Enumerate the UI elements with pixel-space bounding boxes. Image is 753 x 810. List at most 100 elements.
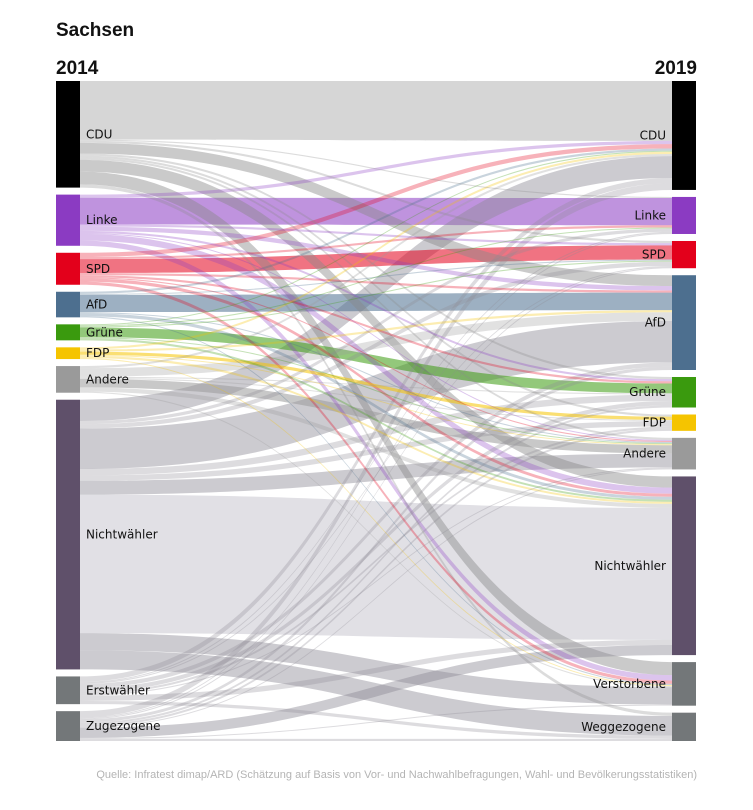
node-label-right-fdp: FDP <box>643 416 666 430</box>
node-right-linke <box>672 196 696 234</box>
flow-linke-to-nichtwaehler <box>80 234 672 494</box>
flow-nichtwaehler-to-nichtwaehler <box>80 494 672 640</box>
node-left-nichtwaehler <box>56 399 80 670</box>
flow-andere-to-verstorbene <box>80 391 672 688</box>
node-right-andere <box>672 437 696 470</box>
flow-spd-to-linke <box>80 225 672 260</box>
flow-zugezogene-to-spd <box>80 267 672 720</box>
flow-afd-to-nichtwaehler <box>80 313 672 500</box>
nodes-layer <box>56 81 696 741</box>
node-left-cdu <box>56 81 80 188</box>
node-label-right-cdu: CDU <box>640 128 666 142</box>
node-left-afd <box>56 291 80 318</box>
node-left-andere <box>56 366 80 393</box>
year-label-right: 2019 <box>654 58 697 79</box>
node-label-left-linke: Linke <box>86 213 118 227</box>
flow-cdu-to-linke <box>80 139 672 199</box>
flow-erstwaehler-to-cdu <box>80 177 672 682</box>
node-left-fdp <box>56 347 80 360</box>
flow-cdu-to-afd <box>80 142 672 287</box>
flow-cdu-to-gruene <box>80 153 672 380</box>
flow-erstwaehler-to-gruene <box>80 400 672 693</box>
flow-cdu-to-nichtwaehler <box>80 159 672 488</box>
flow-afd-to-spd <box>80 259 672 295</box>
flow-nichtwaehler-to-fdp <box>80 421 672 481</box>
node-right-fdp <box>672 414 696 431</box>
flow-linke-to-linke <box>80 197 672 226</box>
flows-layer <box>80 81 672 741</box>
flow-zugezogene-to-afd <box>80 366 672 723</box>
node-right-nichtwaehler <box>672 476 696 656</box>
node-label-left-fdp: FDP <box>86 346 109 360</box>
flow-gruene-to-spd <box>80 260 672 328</box>
flow-gruene-to-cdu <box>80 150 672 326</box>
flow-spd-to-spd <box>80 245 672 274</box>
node-label-left-nichtwaehler: Nichtwähler <box>86 528 158 542</box>
flow-nichtwaehler-to-afd <box>80 320 672 470</box>
source-note: Quelle: Infratest dimap/ARD (Schätzung a… <box>96 769 697 781</box>
flow-afd-to-afd <box>80 292 672 313</box>
node-left-linke <box>56 194 80 246</box>
node-label-right-spd: SPD <box>642 248 666 262</box>
flow-afd-to-andere <box>80 312 672 444</box>
flow-nichtwaehler-to-andere <box>80 453 672 495</box>
node-label-right-nichtwaehler: Nichtwähler <box>594 559 666 573</box>
node-label-right-afd: AfD <box>645 316 666 330</box>
flow-gruene-to-linke <box>80 227 672 327</box>
flow-linke-to-gruene <box>80 230 672 382</box>
flow-spd-to-gruene <box>80 275 672 384</box>
flow-nichtwaehler-to-gruene <box>80 394 672 476</box>
node-left-spd <box>56 252 80 285</box>
flow-erstwaehler-to-spd <box>80 266 672 684</box>
flow-andere-to-fdp <box>80 377 672 422</box>
flow-andere-to-andere <box>80 378 672 454</box>
flow-zugezogene-to-linke <box>80 232 672 719</box>
flow-zugezogene-to-andere <box>80 468 672 728</box>
flow-nichtwaehler-to-cdu <box>80 156 672 422</box>
flow-fdp-to-fdp <box>80 351 672 420</box>
node-label-right-gruene: Grüne <box>629 385 666 399</box>
node-left-gruene <box>56 324 80 341</box>
node-right-afd <box>672 275 696 370</box>
flow-andere-to-afd <box>80 312 672 377</box>
node-label-left-spd: SPD <box>86 262 110 276</box>
flow-linke-to-afd <box>80 226 672 291</box>
chart-title: Sachsen <box>56 20 135 41</box>
flow-zugezogene-to-verstorbene <box>80 704 672 739</box>
node-right-weggezogene <box>672 712 696 741</box>
flow-spd-to-afd <box>80 273 672 293</box>
node-right-cdu <box>672 81 696 190</box>
flow-cdu-to-andere <box>80 157 672 440</box>
flow-andere-to-cdu <box>80 153 672 369</box>
flow-cdu-to-fdp <box>80 155 672 417</box>
flow-andere-to-nichtwaehler <box>80 387 672 508</box>
flow-zugezogene-to-nichtwaehler <box>80 644 672 738</box>
flow-cdu-to-weggezogene <box>80 184 672 716</box>
flow-fdp-to-verstorbene <box>80 357 672 687</box>
node-label-left-erstwaehler: Erstwähler <box>86 683 150 697</box>
flow-linke-to-verstorbene <box>80 240 672 681</box>
flow-zugezogene-to-gruene <box>80 405 672 725</box>
flow-spd-to-cdu <box>80 144 672 258</box>
node-right-verstorbene <box>672 662 696 706</box>
node-label-left-afd: AfD <box>86 298 107 312</box>
flow-erstwaehler-to-afd <box>80 362 672 689</box>
node-label-left-zugezogene: Zugezogene <box>86 719 160 733</box>
flow-fdp-to-afd <box>80 310 672 352</box>
flow-gruene-to-nichtwaehler <box>80 338 672 502</box>
flow-spd-to-andere <box>80 277 672 443</box>
year-label-left: 2014 <box>56 58 99 79</box>
labels-layer: CDU Linke SPD AfD Grüne FDP Andere Nichtwähler E… <box>86 127 666 734</box>
flow-spd-to-verstorbene <box>80 281 672 684</box>
flow-erstwaehler-to-fdp <box>80 426 672 695</box>
flow-nichtwaehler-to-linke <box>80 228 672 425</box>
node-label-right-weggezogene: Weggezogene <box>581 720 666 734</box>
flow-erstwaehler-to-nichtwaehler <box>80 639 672 701</box>
flow-nichtwaehler-to-weggezogene <box>80 650 672 736</box>
flow-erstwaehler-to-andere <box>80 467 672 696</box>
flow-fdp-to-cdu <box>80 151 672 350</box>
node-label-left-gruene: Grüne <box>86 325 123 339</box>
node-label-right-verstorbene: Verstorbene <box>593 677 666 691</box>
node-left-erstwaehler <box>56 676 80 705</box>
